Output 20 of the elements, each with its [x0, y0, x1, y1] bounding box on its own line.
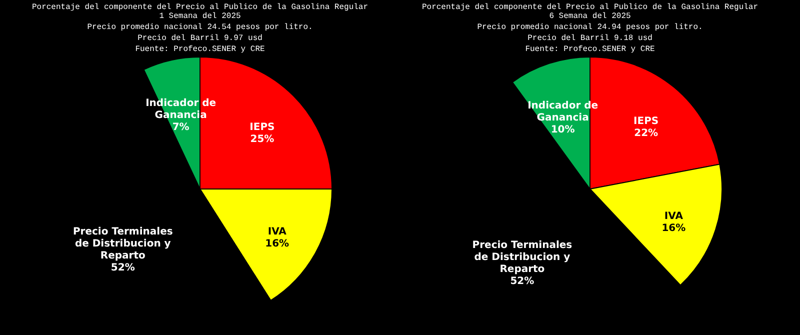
data-label: 7%	[172, 122, 190, 134]
slice-label: IVA	[268, 226, 287, 238]
data-label: 25%	[250, 134, 274, 145]
source-note: Fuente: Profeco.SENER y CRE	[525, 45, 656, 54]
slice-label: Precio Terminales de Distribucion y Reparto	[72, 226, 173, 262]
slice-label: IVA	[664, 211, 684, 222]
data-label: 10%	[550, 124, 575, 136]
chart-title: Porcentaje del componente del Precio al Publico de la Gasolina Regular	[422, 3, 758, 12]
data-label: 52%	[510, 276, 534, 288]
chart-title: Porcentaje del componente del Precio al Publico de la Gasolina Regular	[32, 3, 368, 12]
slice-label: Precio Terminales de Distribucion y Reparto	[472, 240, 572, 276]
data-label: 16%	[265, 238, 290, 250]
chart-subtitle: 6 Semana del 2025 Precio promedio nacional 24.94 pesos por litro. Precio del Barril 9.18 usd	[477, 12, 703, 43]
slice-label: IEPS	[634, 116, 659, 128]
source-note: Fuente: Profeco.SENER y CRE	[135, 45, 266, 54]
data-label: 52%	[110, 262, 135, 274]
slice-label: IEPS	[250, 122, 275, 133]
data-label: 22%	[634, 128, 658, 140]
chart-subtitle: 1 Semana del 2025 Precio promedio nacional 24.54 pesos por litro. Precio del Barril 9.97 usd	[87, 12, 313, 43]
data-label: 16%	[662, 223, 686, 234]
